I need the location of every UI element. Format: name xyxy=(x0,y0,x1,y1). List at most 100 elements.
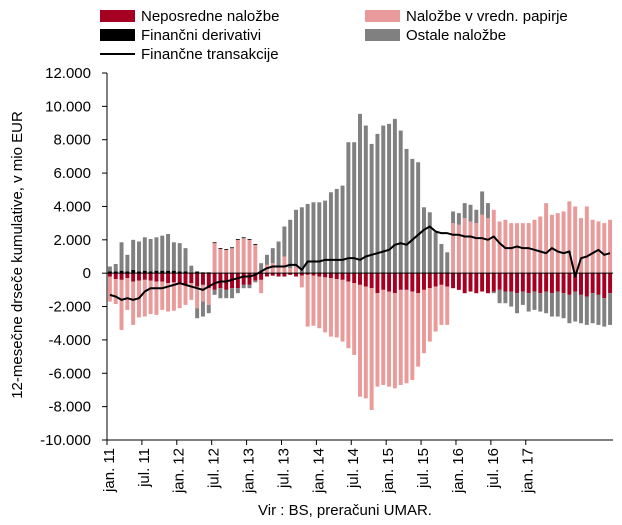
bar-direct xyxy=(340,273,345,280)
bar-other xyxy=(235,288,240,294)
bar-portfolio xyxy=(247,239,252,274)
bar-direct xyxy=(276,273,281,277)
legend-swatch-other xyxy=(365,29,400,41)
bar-portfolio xyxy=(532,219,537,274)
bar-portfolio xyxy=(340,279,345,342)
bar-portfolio xyxy=(439,284,444,325)
bar-direct xyxy=(532,273,537,292)
bar-portfolio xyxy=(462,218,467,274)
y-tick-label: -6.000 xyxy=(48,365,91,382)
bar-portfolio xyxy=(334,279,339,338)
bar-other xyxy=(468,204,473,222)
legend-label-direct: Neposredne naložbe xyxy=(141,8,279,25)
bar-direct xyxy=(352,273,357,284)
x-tick-label: jul. 13 xyxy=(275,448,292,489)
bar-portfolio xyxy=(107,276,112,302)
bar-other xyxy=(381,125,386,273)
bar-other xyxy=(276,241,281,267)
bar-portfolio xyxy=(392,293,397,389)
bar-portfolio xyxy=(561,211,566,274)
bar-other xyxy=(579,294,583,324)
x-tick-label: jan. 14 xyxy=(310,448,327,494)
legend-label-portfolio: Naložbe v vredn. papirje xyxy=(406,8,568,25)
bar-portfolio xyxy=(288,268,293,274)
bar-portfolio xyxy=(148,280,153,315)
bar-portfolio xyxy=(160,281,165,310)
bar-portfolio xyxy=(224,249,229,274)
bar-portfolio xyxy=(451,223,456,274)
bar-direct xyxy=(119,273,124,280)
bar-direct xyxy=(416,273,421,294)
y-tick-label: 2.000 xyxy=(53,232,91,249)
bar-other xyxy=(160,235,165,271)
bar-direct xyxy=(247,273,252,285)
bar-portfolio xyxy=(608,219,613,274)
y-tick-label: 10.000 xyxy=(45,98,91,115)
bar-direct xyxy=(183,273,188,285)
bar-derivatives xyxy=(195,271,200,274)
bar-other xyxy=(311,202,316,273)
bar-direct xyxy=(381,273,386,290)
bar-other xyxy=(200,301,205,317)
bar-other xyxy=(485,203,490,219)
bar-portfolio xyxy=(433,286,438,332)
x-tick-label: jul. 12 xyxy=(206,448,223,489)
bar-direct xyxy=(555,273,560,292)
bar-portfolio xyxy=(596,221,601,274)
bar-other xyxy=(433,232,438,273)
x-tick-label: jul. 11 xyxy=(136,448,153,488)
bar-other xyxy=(532,291,537,310)
bar-portfolio xyxy=(218,248,223,274)
bar-other xyxy=(107,266,112,272)
bar-other xyxy=(567,294,572,324)
bar-direct xyxy=(253,273,258,281)
bar-other xyxy=(602,298,607,327)
bar-portfolio xyxy=(311,275,316,326)
bar-direct xyxy=(166,273,171,284)
bar-direct xyxy=(549,273,554,294)
bar-direct xyxy=(358,273,362,285)
bar-other xyxy=(352,142,357,273)
bar-direct xyxy=(171,273,176,283)
bar-portfolio xyxy=(445,286,450,325)
bar-direct xyxy=(189,273,194,284)
bar-direct xyxy=(433,273,438,287)
bar-other xyxy=(369,143,374,273)
bar-direct xyxy=(573,273,578,292)
bar-direct xyxy=(491,273,496,292)
bar-direct xyxy=(375,273,380,294)
bar-direct xyxy=(311,273,316,276)
bar-direct xyxy=(270,273,275,276)
bar-direct xyxy=(509,273,514,292)
bar-derivatives xyxy=(148,271,153,274)
bar-direct xyxy=(567,273,572,295)
bar-other xyxy=(230,288,235,299)
bar-direct xyxy=(445,273,450,287)
bar-direct xyxy=(160,273,165,282)
bar-portfolio xyxy=(200,284,205,302)
bar-portfolio xyxy=(171,282,176,311)
bar-portfolio xyxy=(555,213,560,274)
bar-portfolio xyxy=(579,218,583,274)
bar-other xyxy=(462,203,467,219)
bar-portfolio xyxy=(369,288,374,410)
bar-portfolio xyxy=(346,281,351,349)
bar-direct xyxy=(451,273,456,289)
bar-other xyxy=(171,242,176,271)
bar-direct xyxy=(148,273,153,281)
bar-portfolio xyxy=(119,279,124,330)
bar-direct xyxy=(212,273,217,290)
bar-portfolio xyxy=(410,291,415,380)
bar-other xyxy=(241,284,246,289)
y-tick-label: -2.000 xyxy=(48,299,91,316)
line-financial-transactions xyxy=(109,225,611,301)
bar-portfolio xyxy=(456,224,461,274)
y-tick-label: -10.000 xyxy=(40,432,91,449)
bar-other xyxy=(142,237,147,271)
bar-direct xyxy=(299,273,304,276)
bar-portfolio xyxy=(259,279,264,294)
y-axis: -10.000 -8.000 -6.000 -4.000 -2.000 0 2.000 4.0… xyxy=(40,65,108,449)
bar-derivatives xyxy=(166,270,171,274)
bar-other xyxy=(323,200,328,273)
